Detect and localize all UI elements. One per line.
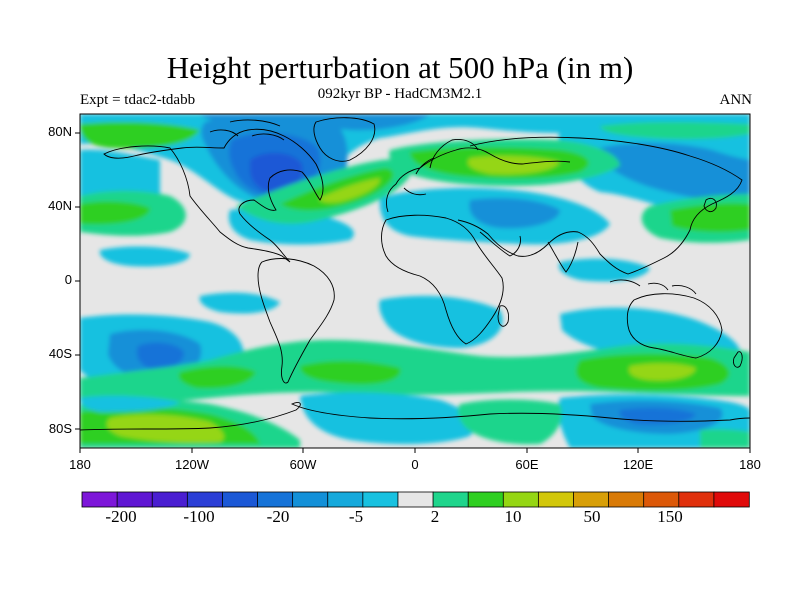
colorbar-swatch (713, 491, 750, 508)
contour-pos-south-pacific-core (178, 366, 256, 389)
contour-pos-antarctic-east-edge (700, 429, 750, 448)
contour-neg-south-atlantic (379, 295, 503, 348)
x-tick-label: 0 (411, 457, 419, 472)
coast-japan (703, 197, 717, 213)
colorbar-swatch (502, 491, 540, 508)
x-tick-label: 120W (175, 457, 209, 472)
contour-neg-antarctic-pacific (80, 395, 180, 412)
tick-marks (75, 132, 751, 453)
coast-greenland (313, 117, 376, 162)
colorbar-swatch (222, 491, 259, 508)
x-tick-label: 120E (622, 457, 654, 472)
colorbar-swatch (643, 491, 680, 508)
colorbar-swatch (257, 491, 294, 508)
contour-fields (80, 114, 750, 448)
colorbar-swatch (432, 491, 469, 508)
colorbar-swatch (81, 491, 118, 508)
colorbar-swatch (186, 491, 224, 508)
contour-pos-atlantic-peak (319, 178, 381, 203)
contour-neg-eurasia-core (469, 198, 560, 229)
colorbar-swatch (678, 491, 715, 508)
colorbar-label: -20 (266, 507, 290, 526)
colorbar-label: -5 (348, 507, 364, 526)
colorbar-swatch (573, 491, 610, 508)
coast-asia (457, 136, 743, 275)
coast-south-america (257, 258, 335, 384)
coast-arctic-islands (209, 119, 285, 141)
coast-australia (626, 293, 723, 359)
coast-india (547, 241, 579, 273)
colorbar-label: 2 (430, 507, 440, 526)
contour-pos-arctic-green (80, 122, 200, 149)
x-tick-label: 60E (515, 457, 539, 472)
colorbar-label: -100 (183, 507, 215, 526)
colorbar-swatch (116, 491, 153, 508)
coast-new-zealand (733, 351, 743, 368)
colorbar-swatch (151, 491, 189, 508)
colorbar-label: -200 (105, 507, 137, 526)
y-tick-label: 80S (48, 421, 72, 436)
contour-neg-south-pacific-peak (136, 342, 184, 370)
contour-pos-antarctic-mid (458, 399, 562, 445)
y-tick-label: 0 (64, 272, 72, 287)
coast-arabia (479, 231, 521, 257)
coast-north-america (103, 128, 324, 263)
x-tick-label: 60W (289, 457, 317, 472)
colorbar-label: 50 (583, 507, 601, 526)
contour-pos-atlantic-core (280, 168, 394, 211)
contour-neg-tropic-indian (558, 258, 650, 282)
contour-neg-npacific (600, 142, 750, 200)
coast-madagascar (497, 305, 509, 327)
contour-pos-south-atlantic-core (300, 360, 401, 385)
coast-indonesia (609, 279, 697, 295)
contour-pos-south-indian-peak (628, 363, 696, 381)
map-title: Height perturbation at 500 hPa (in m) (166, 50, 634, 85)
contour-pos-pacific-east-core (670, 203, 750, 233)
colorbar-label: 150 (657, 507, 683, 526)
contour-neg-south-atlantic-west (199, 292, 280, 314)
colorbar-label: 10 (504, 507, 522, 526)
coast-scandinavia (429, 139, 479, 169)
experiment-label: Expt = tdac2-tdabb (80, 92, 196, 108)
colorbar-swatch (292, 491, 329, 508)
contour-pos-south-band (80, 340, 750, 404)
colorbar-swatch (608, 491, 645, 508)
contour-pos-pacific-west-core (80, 201, 150, 225)
coast-antarctica (80, 401, 750, 431)
season-label: ANN (719, 92, 753, 108)
colorbar-swatch (362, 491, 399, 508)
contour-pos-arctic-east (600, 122, 750, 140)
x-tick-label: 180 (69, 457, 91, 472)
y-tick-label: 80N (48, 124, 72, 139)
colorbar-swatch (327, 491, 364, 508)
x-tick-label: 180 (739, 457, 761, 472)
coastlines (80, 117, 750, 431)
map-subtitle: 092kyr BP - HadCM3M2.1 (317, 86, 483, 102)
contour-neg-tropic-pacific (99, 246, 190, 267)
y-tick-label: 40N (48, 198, 72, 213)
contour-pos-europe-peak (467, 155, 560, 175)
colorbar-swatch (467, 491, 504, 508)
contour-neg-arctic-top (200, 114, 430, 131)
y-tick-label: 40S (48, 346, 72, 361)
coast-africa (381, 214, 504, 345)
contour-neg-npacific-west (80, 149, 160, 202)
colorbar-swatch (537, 491, 575, 508)
colorbar-swatch (397, 491, 434, 508)
